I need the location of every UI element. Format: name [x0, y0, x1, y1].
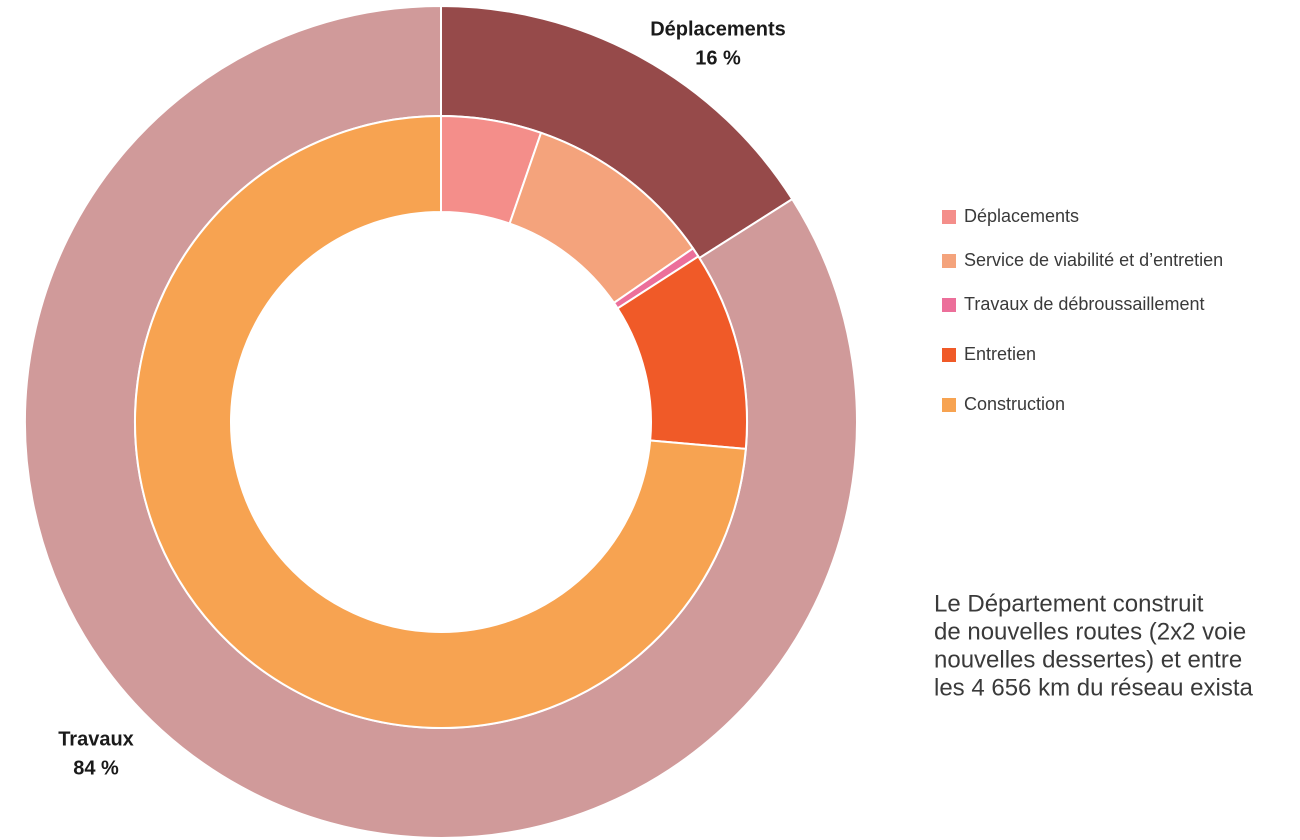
legend-swatch	[942, 298, 956, 312]
legend-swatch	[942, 254, 956, 268]
segment-value-label: 16 %	[695, 47, 741, 69]
legend-label: Service de viabilité et d’entretien	[964, 250, 1223, 270]
legend-label: Construction	[964, 394, 1065, 414]
segment-label: Travaux	[58, 728, 134, 750]
legend-label: Entretien	[964, 344, 1036, 364]
legend-swatch	[942, 348, 956, 362]
segment-label: Déplacements	[650, 18, 786, 40]
legend-swatch	[942, 398, 956, 412]
annotation-line: nouvelles dessertes) et entre	[934, 646, 1242, 673]
annotation-line: Le Département construit	[934, 590, 1204, 617]
legend-label: Travaux de débroussaillement	[964, 294, 1204, 314]
annotation-line: de nouvelles routes (2x2 voie	[934, 618, 1246, 645]
donut-segment	[134, 114, 747, 729]
annotation-line: les 4 656 km du réseau exista	[934, 674, 1253, 701]
segment-value-label: 84 %	[73, 757, 119, 779]
legend-swatch	[942, 210, 956, 224]
legend-label: Déplacements	[964, 206, 1079, 226]
